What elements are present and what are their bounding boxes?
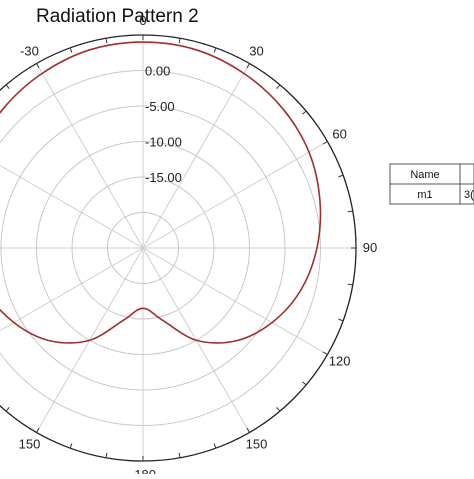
radial-label: -10.00 xyxy=(145,135,182,150)
ring-tick xyxy=(106,38,107,43)
table-cell-text: 3( xyxy=(464,189,474,201)
ring-tick xyxy=(323,352,327,355)
ring-tick xyxy=(247,64,250,68)
ring-tick xyxy=(179,38,180,43)
ring-tick xyxy=(214,48,216,53)
spoke-8 xyxy=(0,248,143,355)
radial-label: -5.00 xyxy=(145,99,175,114)
marker-table: Name m1 3( xyxy=(390,164,474,204)
ring-tick xyxy=(37,428,40,432)
ring-tick xyxy=(6,85,9,89)
ring-tick xyxy=(6,407,9,411)
ring-tick xyxy=(277,407,280,411)
series-layer xyxy=(0,42,320,343)
series-line-0 xyxy=(0,42,320,343)
ring-tick xyxy=(247,428,250,432)
ring-tick xyxy=(37,64,40,68)
spoke-10 xyxy=(0,142,143,249)
ring-tick xyxy=(323,142,327,145)
angle-label: 90 xyxy=(363,240,377,255)
table-cell xyxy=(460,164,474,184)
angle-label: 60 xyxy=(332,127,346,142)
ring-tick xyxy=(348,211,353,212)
ring-tick xyxy=(348,284,353,285)
angle-label: -180 xyxy=(130,467,156,474)
table-header-text: Name xyxy=(410,169,439,181)
angle-label: 0 xyxy=(139,13,146,28)
ring-tick xyxy=(179,453,180,458)
polar-grid xyxy=(0,35,356,461)
ring-tick xyxy=(338,175,343,177)
table-cell-text: m1 xyxy=(417,189,432,201)
ring-tick xyxy=(302,111,306,114)
angle-label: 150 xyxy=(246,437,268,452)
radial-label: 0.00 xyxy=(145,64,170,79)
chart-title: Radiation Pattern 2 xyxy=(36,6,199,27)
ring-tick xyxy=(277,85,280,89)
ring-tick xyxy=(214,443,216,448)
angle-label: 150 xyxy=(19,437,41,452)
ring-tick xyxy=(338,319,343,321)
radial-labels: 0.00 -5.00 -10.00 -15.00 xyxy=(145,64,182,186)
ring-tick xyxy=(70,48,72,53)
angle-label: -30 xyxy=(20,43,39,58)
ring-tick xyxy=(302,382,306,385)
ring-tick xyxy=(106,453,107,458)
angle-label: 30 xyxy=(249,43,263,58)
radial-label: -15.00 xyxy=(145,170,182,185)
angle-label: 120 xyxy=(329,354,351,369)
ring-tick xyxy=(70,443,72,448)
